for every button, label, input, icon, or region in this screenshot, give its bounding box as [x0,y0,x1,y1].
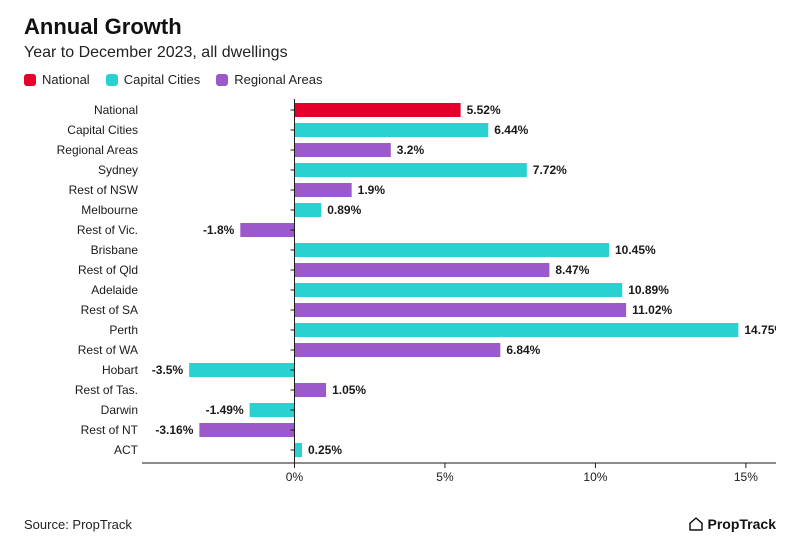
category-label: Capital Cities [67,123,138,137]
category-label: Sydney [98,163,138,177]
x-tick-label: 10% [583,470,607,484]
category-label: Adelaide [91,283,138,297]
bar [294,443,302,457]
bar [294,183,351,197]
value-label: -1.8% [203,223,235,237]
chart: National 5.52% Capital Cities 6.44% Regional… [24,97,776,497]
legend-swatch-regional [216,74,228,86]
legend-swatch-national [24,74,36,86]
bar [294,203,321,217]
x-tick-label: 0% [286,470,304,484]
x-tick-label: 15% [734,470,758,484]
brand: PropTrack [688,516,776,532]
value-label: 0.89% [327,203,361,217]
bar [240,223,294,237]
page: Annual Growth Year to December 2023, all… [0,0,800,544]
category-label: Rest of SA [81,303,138,317]
legend-label-capital: Capital Cities [124,72,201,87]
brand-text: PropTrack [708,516,776,532]
legend-item-capital: Capital Cities [106,72,201,87]
chart-subtitle: Year to December 2023, all dwellings [24,44,776,62]
value-label: 8.47% [555,263,589,277]
legend-item-regional: Regional Areas [216,72,322,87]
value-label: -3.5% [152,363,184,377]
value-label: 11.02% [632,303,672,317]
bar [294,243,608,257]
value-label: 7.72% [533,163,567,177]
chart-svg: National 5.52% Capital Cities 6.44% Regional… [24,97,776,497]
value-label: 1.05% [332,383,366,397]
value-label: 3.2% [397,143,425,157]
home-icon [688,516,704,532]
value-label: 10.89% [628,283,669,297]
bar [294,163,526,177]
legend: National Capital Cities Regional Areas [24,72,776,87]
bar [294,323,738,337]
value-label: 5.52% [467,103,501,117]
legend-label-regional: Regional Areas [234,72,322,87]
bar [189,363,294,377]
category-label: ACT [114,443,139,457]
bar [294,383,326,397]
footer: Source: PropTrack PropTrack [24,516,776,532]
value-label: 14.75% [744,323,776,337]
bar [294,103,460,117]
category-label: Darwin [101,403,138,417]
category-label: Rest of NSW [69,183,139,197]
category-label: Perth [109,323,138,337]
bar [294,343,500,357]
category-label: Rest of Vic. [77,223,138,237]
category-label: Rest of Qld [78,263,138,277]
x-tick-label: 5% [436,470,454,484]
legend-label-national: National [42,72,90,87]
value-label: 6.84% [506,343,540,357]
bar [250,403,295,417]
value-label: 0.25% [308,443,342,457]
legend-item-national: National [24,72,90,87]
category-label: Melbourne [81,203,138,217]
category-label: Rest of WA [78,343,138,357]
legend-swatch-capital [106,74,118,86]
category-label: Regional Areas [57,143,138,157]
value-label: -3.16% [155,423,193,437]
value-label: -1.49% [206,403,244,417]
bar [294,143,390,157]
chart-title: Annual Growth [24,14,776,40]
value-label: 6.44% [494,123,528,137]
bar [294,263,549,277]
bar [294,303,626,317]
category-label: Rest of Tas. [75,383,138,397]
category-label: National [94,103,138,117]
category-label: Brisbane [91,243,139,257]
source-label: Source: PropTrack [24,517,132,532]
category-label: Hobart [102,363,139,377]
bar [294,283,622,297]
category-label: Rest of NT [81,423,139,437]
bar [199,423,294,437]
value-label: 1.9% [358,183,386,197]
value-label: 10.45% [615,243,656,257]
bar [294,123,488,137]
